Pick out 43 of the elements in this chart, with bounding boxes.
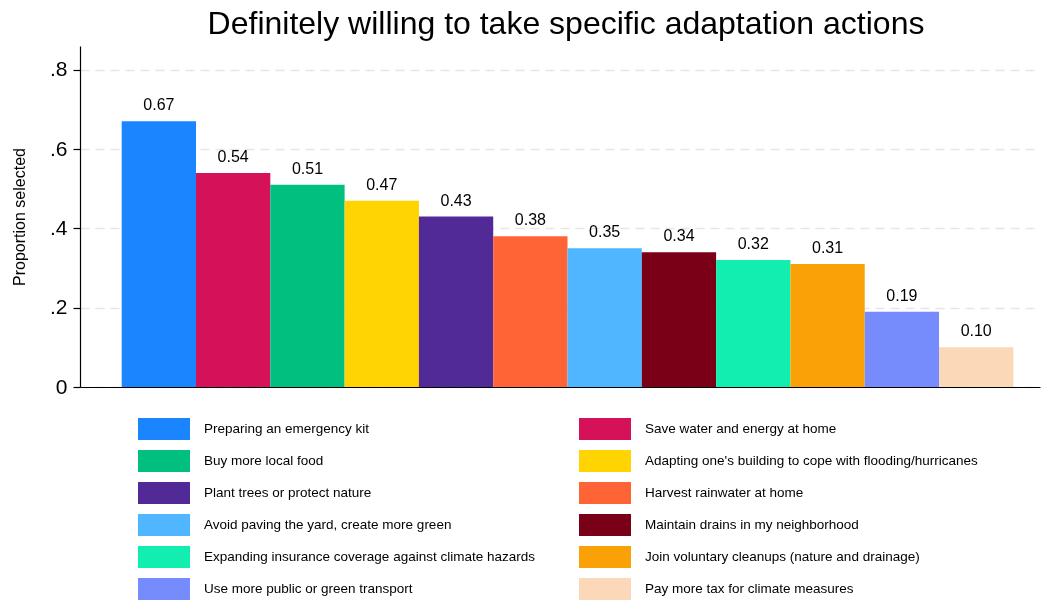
data-label: 0.35	[589, 223, 621, 241]
legend-label: Avoid paving the yard, create more green	[204, 517, 452, 532]
legend-label: Adapting one's building to cope with flooding/hurricanes	[645, 453, 979, 468]
y-tick-label: .6	[49, 136, 68, 160]
data-label: 0.54	[217, 147, 249, 165]
legend-label: Preparing an emergency kit	[204, 421, 370, 436]
bar	[121, 121, 196, 387]
bar	[196, 172, 271, 387]
data-label: 0.10	[960, 322, 992, 340]
y-tick-label: .4	[49, 215, 68, 239]
bar	[418, 216, 494, 387]
data-label: 0.19	[886, 286, 918, 304]
legend-label: Buy more local food	[204, 453, 324, 468]
data-label: 0.32	[737, 235, 769, 253]
chart-title: Definitely willing to take specific adaptation actions	[207, 5, 925, 41]
data-label: 0.67	[143, 96, 175, 114]
bar	[493, 236, 568, 387]
data-label: 0.51	[291, 159, 324, 177]
bar	[270, 184, 345, 387]
data-label: 0.43	[440, 191, 472, 209]
y-tick-label: .8	[49, 57, 68, 81]
y-axis-title: Proportion selected	[10, 148, 28, 286]
legend-label: Maintain drains in my neighborhood	[645, 517, 859, 532]
y-tick-label: .2	[49, 295, 68, 319]
bar	[567, 248, 642, 387]
legend-label: Harvest rainwater at home	[645, 485, 804, 500]
legend-label: Save water and energy at home	[645, 421, 837, 436]
bar	[790, 264, 865, 387]
bar	[344, 200, 419, 387]
data-label: 0.47	[366, 175, 398, 193]
legend-label: Expanding insurance coverage against climate hazards	[204, 549, 536, 564]
bar	[716, 260, 791, 387]
data-label: 0.38	[514, 211, 547, 229]
data-label: 0.31	[812, 239, 844, 257]
y-tick-label: 0	[55, 374, 68, 398]
legend-label: Join voluntary cleanups (nature and drainage)	[645, 549, 920, 564]
legend-label: Plant trees or protect nature	[204, 485, 372, 500]
legend-label: Use more public or green transport	[204, 581, 413, 596]
bar	[864, 311, 940, 387]
data-label: 0.34	[663, 227, 695, 245]
bar	[641, 252, 717, 387]
legend-label: Pay more tax for climate measures	[645, 581, 854, 596]
bar	[939, 347, 1014, 387]
